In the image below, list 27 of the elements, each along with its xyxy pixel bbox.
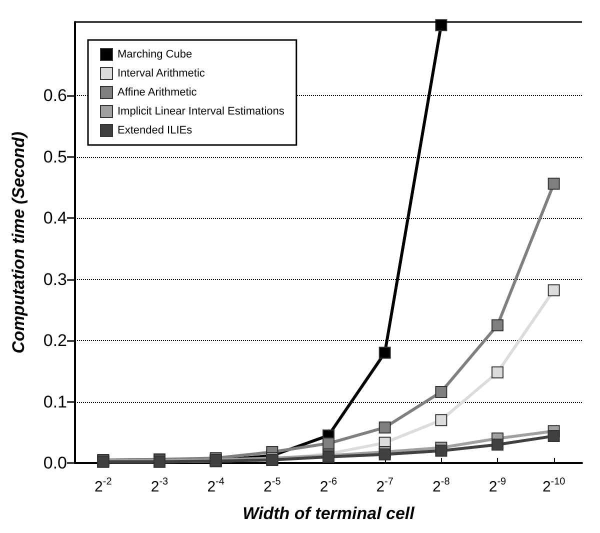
y-tick-label: 0.2 [43,331,67,350]
legend-label: Marching Cube [118,48,192,60]
point [435,444,448,457]
point [435,386,448,398]
point [378,421,391,434]
y-tick-label: 0.4 [43,208,67,228]
y-tick-label: 0.6 [43,86,67,105]
legend-label: Interval Arithmetic [118,68,206,80]
point [378,448,391,460]
point [492,366,504,378]
y-tick-label: 0.0 [43,454,67,472]
point [435,414,448,426]
legend-label: Extended ILIEs [118,124,193,136]
y-axis-title: Computation time (Second) [9,131,28,354]
legend-label: Implicit Linear Interval Estimations [118,106,285,118]
point [492,438,504,451]
point [548,284,560,296]
point [548,178,560,190]
point [322,437,334,450]
point [378,346,391,359]
point [548,430,560,442]
legend-label: Affine Arithmetic [118,86,198,98]
y-tick-label: 0.1 [43,392,67,412]
x-axis-title: Width of terminal cell [242,504,416,523]
point [492,319,504,332]
y-tick-label: 0.5 [43,147,67,166]
y-tick-label: 0.3 [43,270,67,289]
